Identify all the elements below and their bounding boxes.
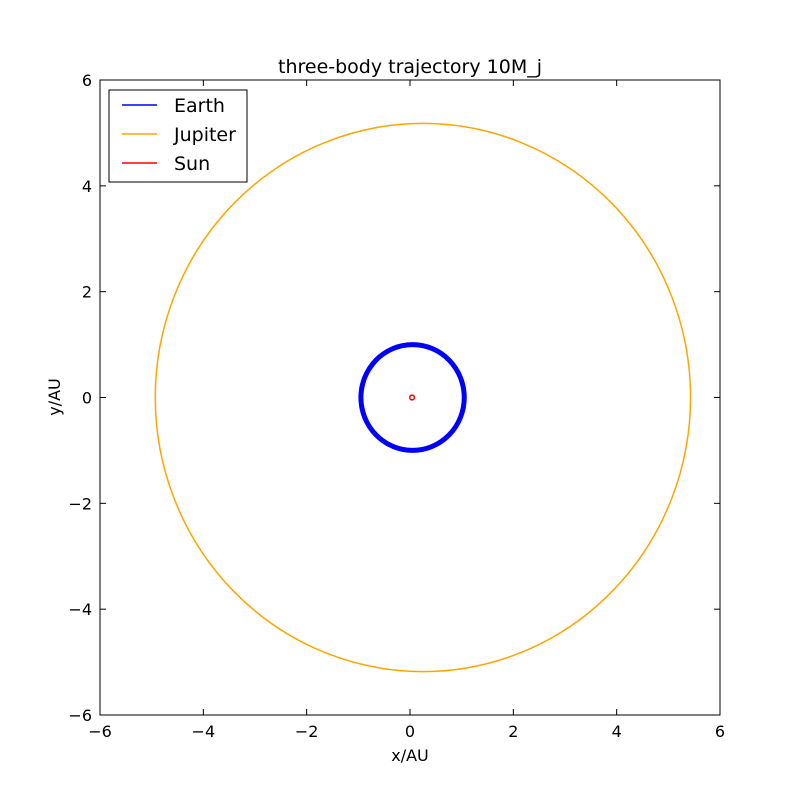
x-tick-label: 2 (508, 722, 518, 741)
x-tick-label: −2 (295, 722, 319, 741)
x-tick-label: 6 (715, 722, 725, 741)
y-tick-label: −6 (68, 706, 92, 725)
x-tick-label: −6 (88, 722, 112, 741)
y-tick-label: 4 (82, 177, 92, 196)
chart-title: three-body trajectory 10M_j (278, 56, 542, 78)
plot-area (154, 122, 692, 673)
legend-label-sun: Sun (174, 153, 210, 175)
x-tick-label: 0 (405, 722, 415, 741)
legend-label-jupiter: Jupiter (173, 124, 236, 146)
legend: Earth Jupiter Sun (108, 89, 248, 183)
legend-label-earth: Earth (174, 95, 225, 117)
y-tick-label: −4 (68, 600, 92, 619)
y-tick-label: 6 (82, 71, 92, 90)
x-tick-label: 4 (612, 722, 622, 741)
y-tick-label: 0 (82, 389, 92, 408)
x-axis-label: x/AU (391, 746, 429, 765)
y-tick-label: −2 (68, 494, 92, 513)
series-earth-trajectory (358, 342, 467, 453)
series-jupiter-trajectory (154, 122, 692, 673)
y-tick-label: 2 (82, 283, 92, 302)
x-tick-label: −4 (192, 722, 216, 741)
y-axis-label: y/AU (45, 378, 64, 416)
series-sun-trajectory (408, 394, 416, 401)
